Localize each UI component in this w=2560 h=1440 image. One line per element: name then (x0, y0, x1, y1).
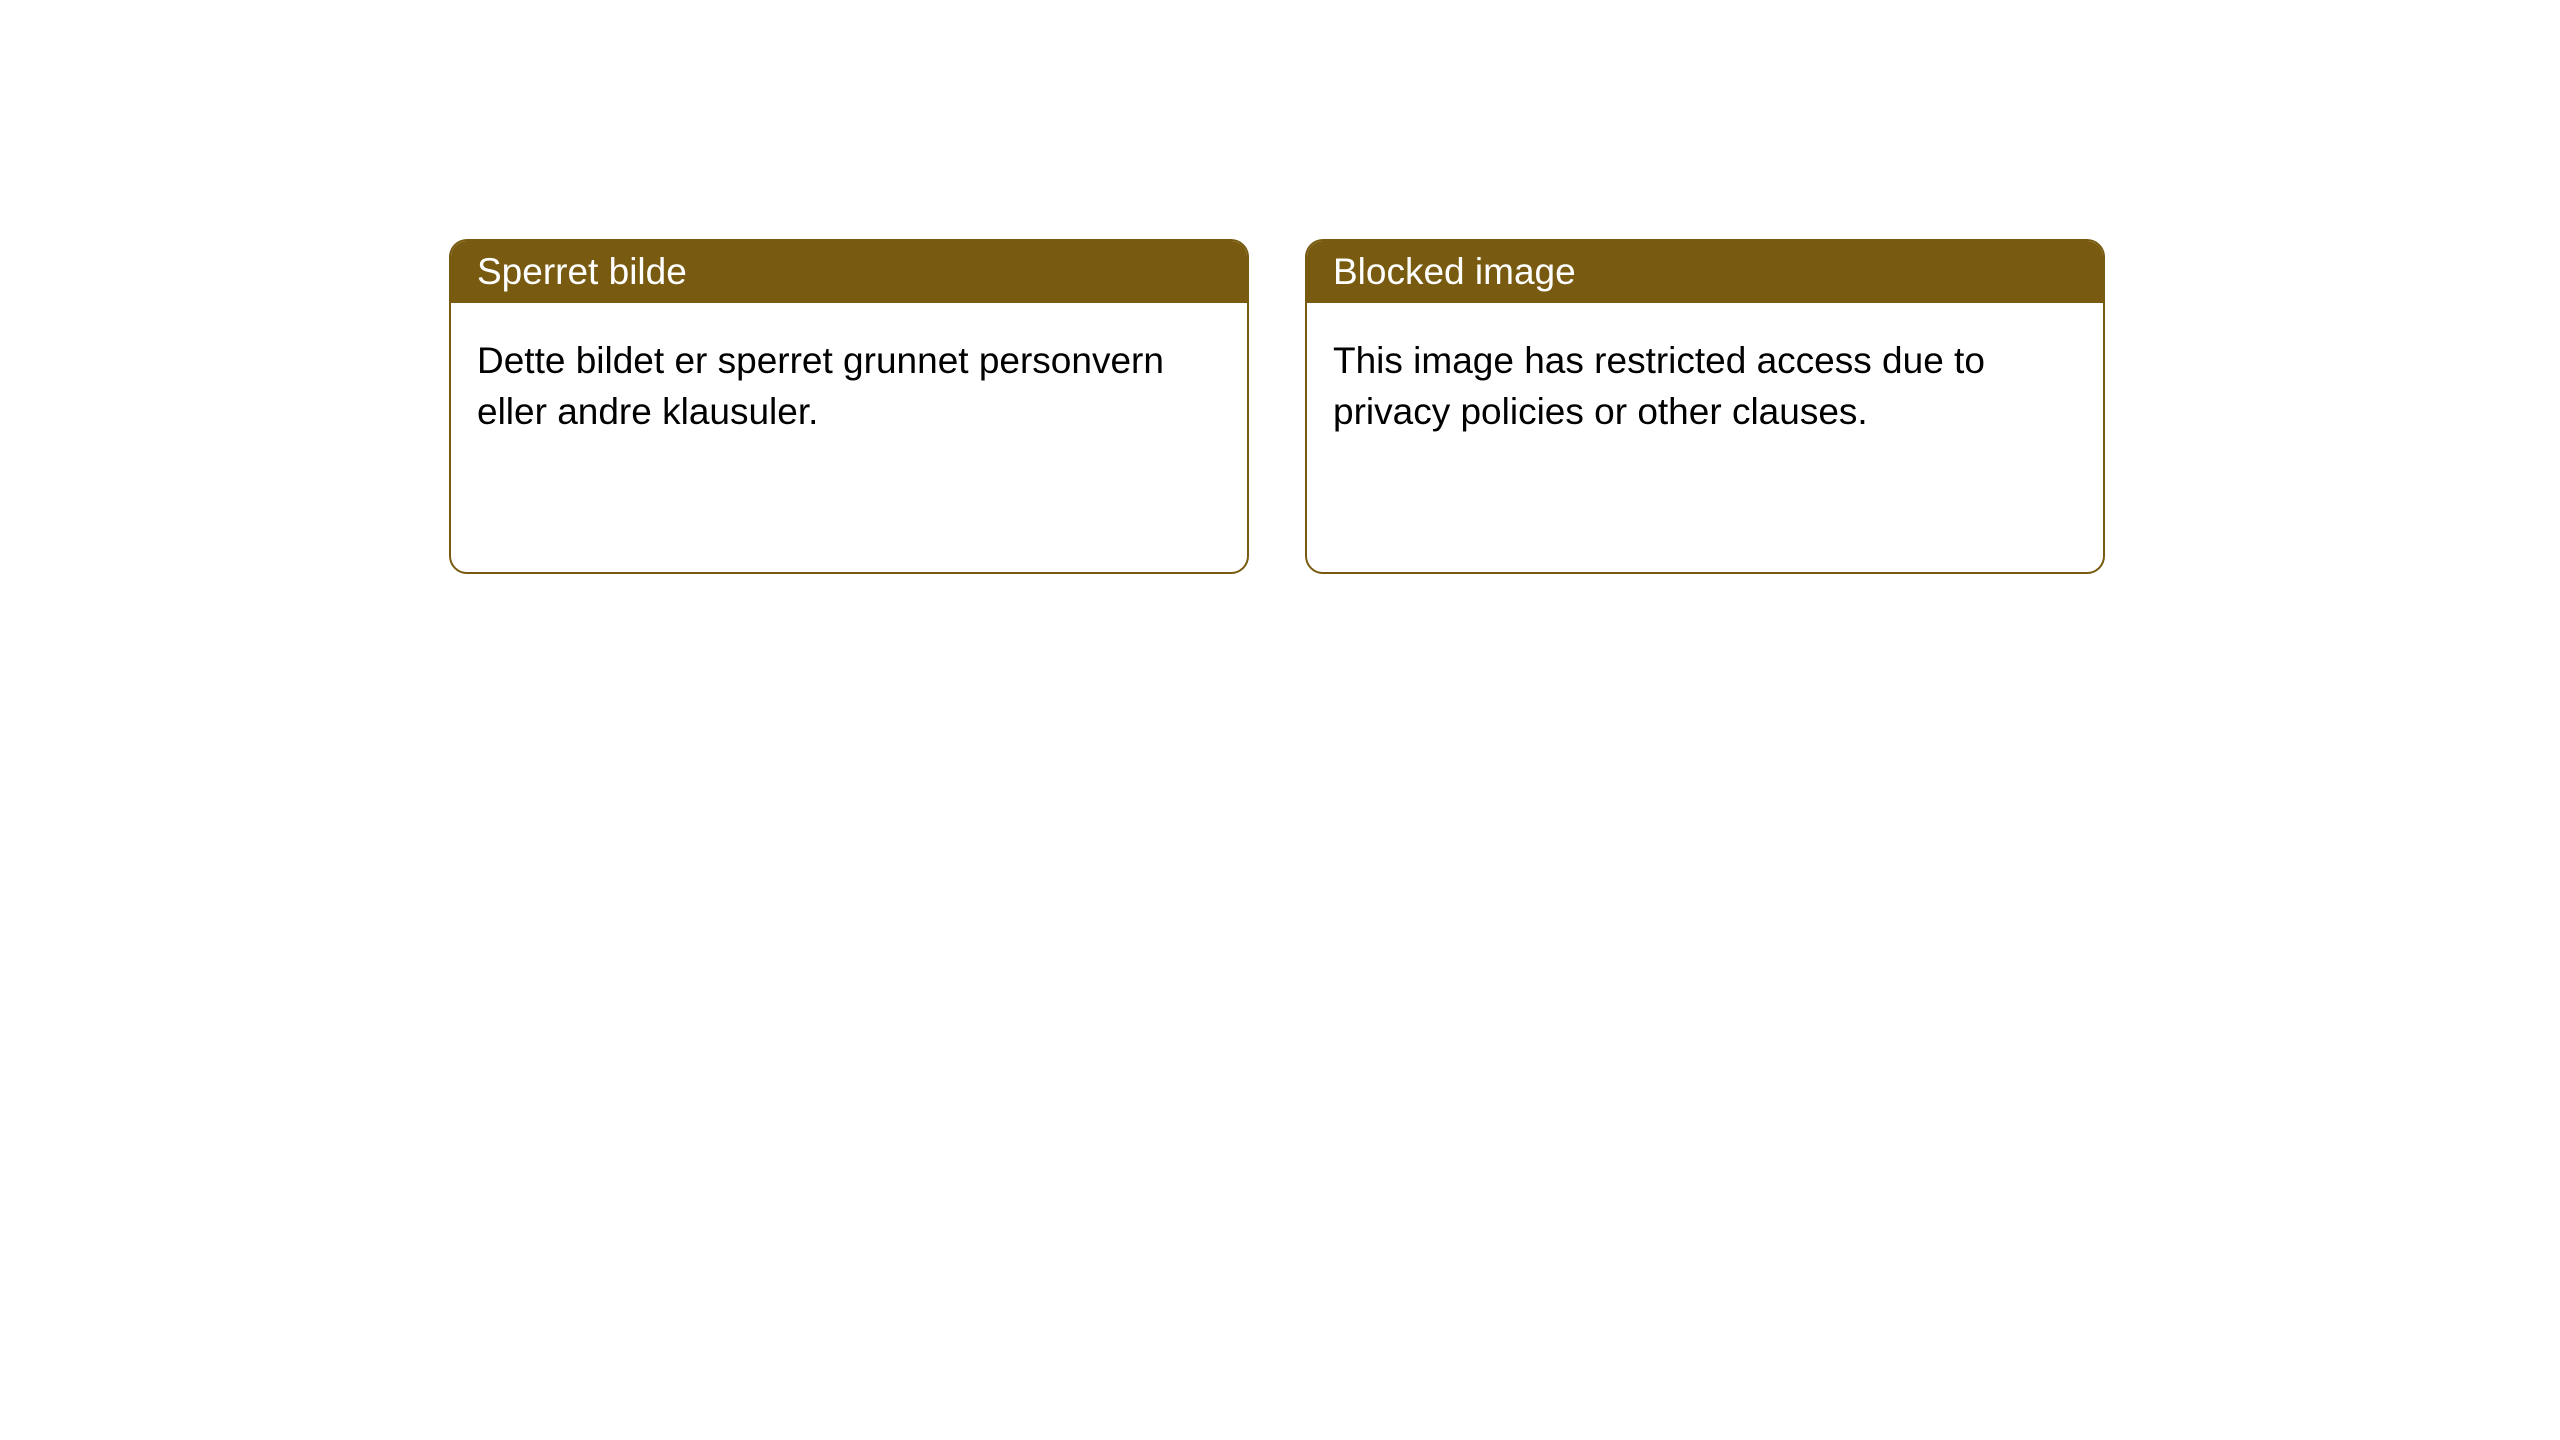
card-body-text: Dette bildet er sperret grunnet personve… (477, 340, 1164, 432)
card-body-text: This image has restricted access due to … (1333, 340, 1985, 432)
card-title: Blocked image (1333, 251, 1576, 292)
card-body: Dette bildet er sperret grunnet personve… (451, 303, 1247, 469)
card-body: This image has restricted access due to … (1307, 303, 2103, 469)
notice-card-english: Blocked image This image has restricted … (1305, 239, 2105, 574)
card-header: Sperret bilde (451, 241, 1247, 303)
notice-container: Sperret bilde Dette bildet er sperret gr… (0, 0, 2560, 574)
card-title: Sperret bilde (477, 251, 687, 292)
card-header: Blocked image (1307, 241, 2103, 303)
notice-card-norwegian: Sperret bilde Dette bildet er sperret gr… (449, 239, 1249, 574)
